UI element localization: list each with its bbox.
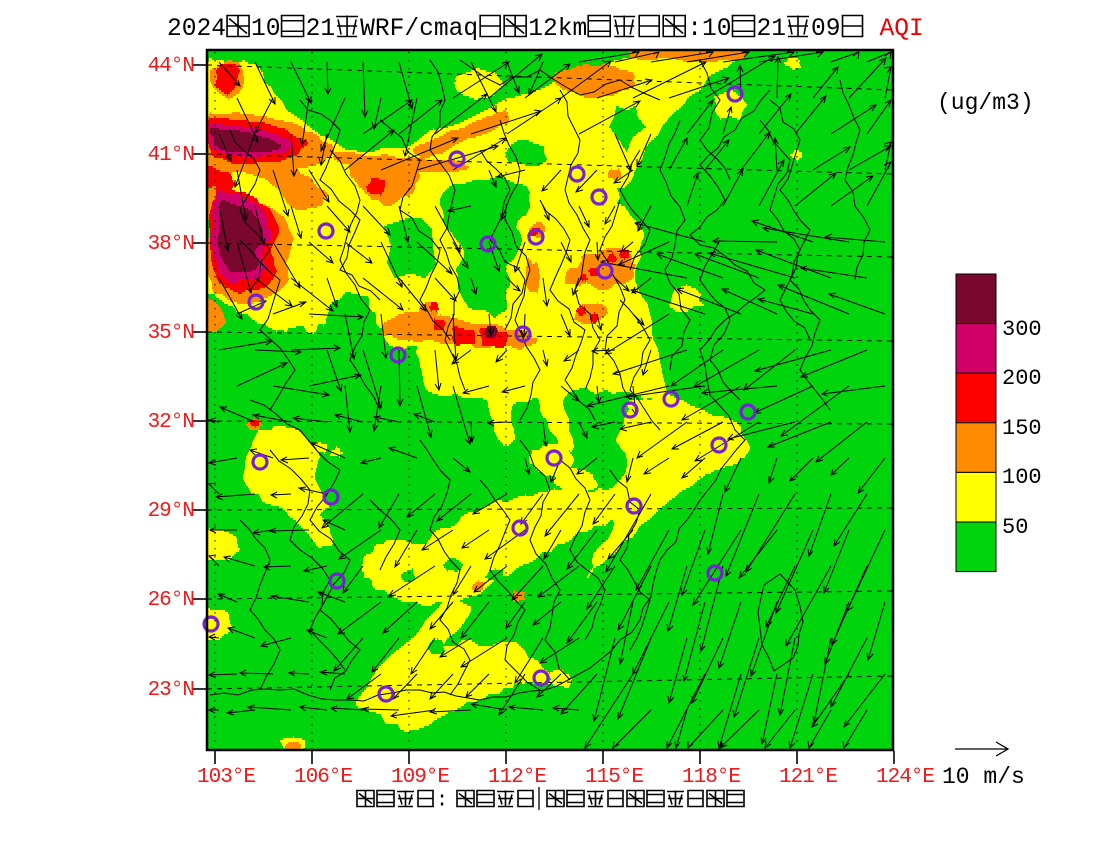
svg-text:09: 09 xyxy=(811,16,841,41)
svg-text:12km: 12km xyxy=(528,16,587,41)
svg-text:2024: 2024 xyxy=(167,16,226,41)
svg-text::: : xyxy=(436,790,448,811)
svg-text::: : xyxy=(687,16,702,41)
svg-text:10: 10 xyxy=(251,16,281,41)
svg-text:AQI: AQI xyxy=(880,16,924,41)
svg-text:10: 10 xyxy=(702,16,732,41)
svg-text:WRF/cmaq: WRF/cmaq xyxy=(360,16,478,41)
svg-text:21: 21 xyxy=(757,16,787,41)
svg-text:21: 21 xyxy=(306,16,336,41)
